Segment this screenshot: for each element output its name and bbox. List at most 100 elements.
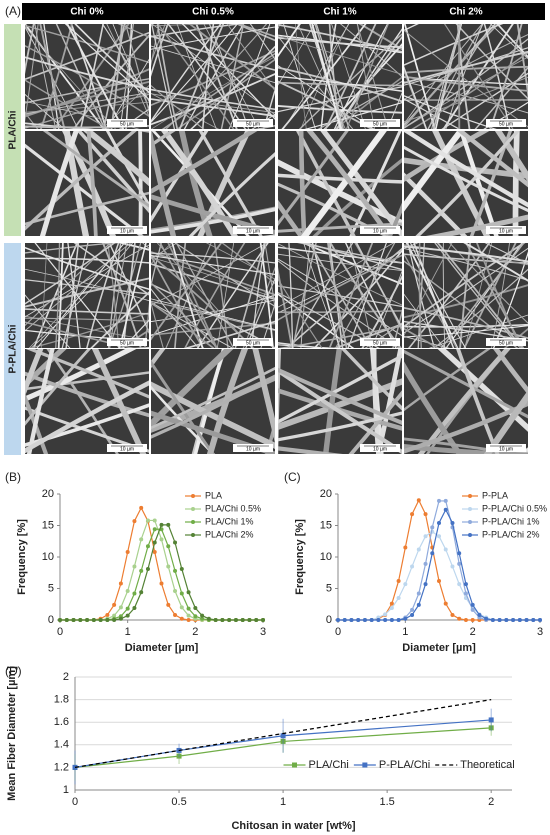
fiber <box>404 401 528 454</box>
fiber <box>278 325 402 348</box>
fiber <box>117 243 149 251</box>
marker <box>132 564 137 569</box>
fiber <box>408 243 491 348</box>
fiber <box>278 250 402 314</box>
y-tick-label: 15 <box>320 519 332 531</box>
legend-marker <box>468 520 472 524</box>
column-header: Chi 2% <box>449 7 482 18</box>
fiber <box>25 191 149 226</box>
fiber <box>491 243 510 348</box>
fiber <box>118 243 147 348</box>
marker <box>186 606 191 611</box>
marker <box>389 606 394 611</box>
fiber <box>151 256 275 299</box>
scale-bar-box <box>107 119 147 127</box>
marker <box>118 605 123 610</box>
fiber <box>278 253 402 271</box>
scale-bar-label: 50 µm <box>499 121 513 127</box>
fiber <box>30 243 134 348</box>
fiber <box>41 243 48 348</box>
fiber <box>25 143 145 236</box>
fiber <box>278 411 402 442</box>
fiber <box>188 24 275 90</box>
fiber <box>410 243 467 348</box>
fiber <box>25 268 149 302</box>
fiber <box>151 131 209 223</box>
scale-bar-box <box>360 338 400 346</box>
fiber <box>404 38 528 129</box>
fiber <box>161 131 238 236</box>
fiber <box>278 75 402 92</box>
fiber <box>432 268 528 348</box>
marker <box>139 568 144 573</box>
fiber <box>102 24 126 129</box>
fiber <box>329 243 402 348</box>
marker <box>105 612 110 617</box>
fiber <box>278 243 395 308</box>
marker <box>423 561 428 566</box>
fiber <box>157 24 235 129</box>
legend-label: PLA/Chi 0.5% <box>205 503 261 513</box>
fiber <box>151 254 275 276</box>
fiber <box>339 24 402 78</box>
fiber <box>484 243 528 265</box>
marker <box>254 618 259 622</box>
marker <box>159 581 164 586</box>
fiber <box>242 266 275 348</box>
fiber <box>413 243 455 348</box>
scale-bar-box <box>233 444 273 452</box>
fiber <box>404 349 528 419</box>
fiber <box>278 354 402 424</box>
fiber <box>313 249 402 348</box>
fiber <box>331 24 366 129</box>
marker <box>152 540 157 545</box>
fiber <box>25 392 49 454</box>
marker <box>173 589 178 594</box>
fiber <box>151 35 275 71</box>
fiber <box>25 93 149 129</box>
sem-image: 10 µm <box>25 349 149 454</box>
fiber <box>328 24 341 129</box>
column-header: Chi 0% <box>70 7 103 18</box>
fiber <box>25 277 149 308</box>
scale-bar-label: 10 µm <box>499 446 513 452</box>
fiber <box>119 24 134 129</box>
x-tick-label: 1.5 <box>379 796 394 808</box>
fiber <box>174 243 187 348</box>
legend-marker <box>292 762 297 768</box>
legend-label: PLA/Chi 1% <box>205 516 254 526</box>
marker <box>166 602 171 607</box>
fiber <box>39 24 66 129</box>
fiber <box>151 93 275 113</box>
fiber <box>440 243 525 348</box>
sem-image: 10 µm <box>151 349 275 454</box>
marker <box>389 601 394 606</box>
fiber <box>483 24 511 129</box>
y-tick-label: 1.6 <box>54 716 69 728</box>
legend-marker <box>191 507 195 511</box>
panel-label: (D) <box>5 664 22 678</box>
marker <box>437 520 441 525</box>
fiber <box>76 131 149 214</box>
sem-image: 50 µm <box>278 243 402 348</box>
fiber <box>278 81 402 87</box>
fiber <box>312 158 402 236</box>
fiber <box>333 76 402 129</box>
scale-bar-label: 50 µm <box>499 340 513 346</box>
fiber <box>404 243 526 328</box>
fiber <box>151 381 275 450</box>
fiber <box>72 34 149 129</box>
scale-bar-label: 50 µm <box>246 121 260 127</box>
fiber <box>417 243 426 348</box>
x-tick-label: 2 <box>192 626 198 638</box>
fiber <box>324 24 377 129</box>
fiber <box>436 243 523 348</box>
sem-grid: 50 µm 50 µm 50 µm 50 µm 10 µm 10 µm 10 µm 10 µm… <box>25 24 528 454</box>
marker <box>139 590 144 595</box>
fiber <box>278 24 301 58</box>
marker <box>173 568 178 573</box>
fiber <box>25 243 132 332</box>
fiber <box>320 24 337 129</box>
scale-bar-box <box>486 444 526 452</box>
fiber <box>404 243 453 337</box>
